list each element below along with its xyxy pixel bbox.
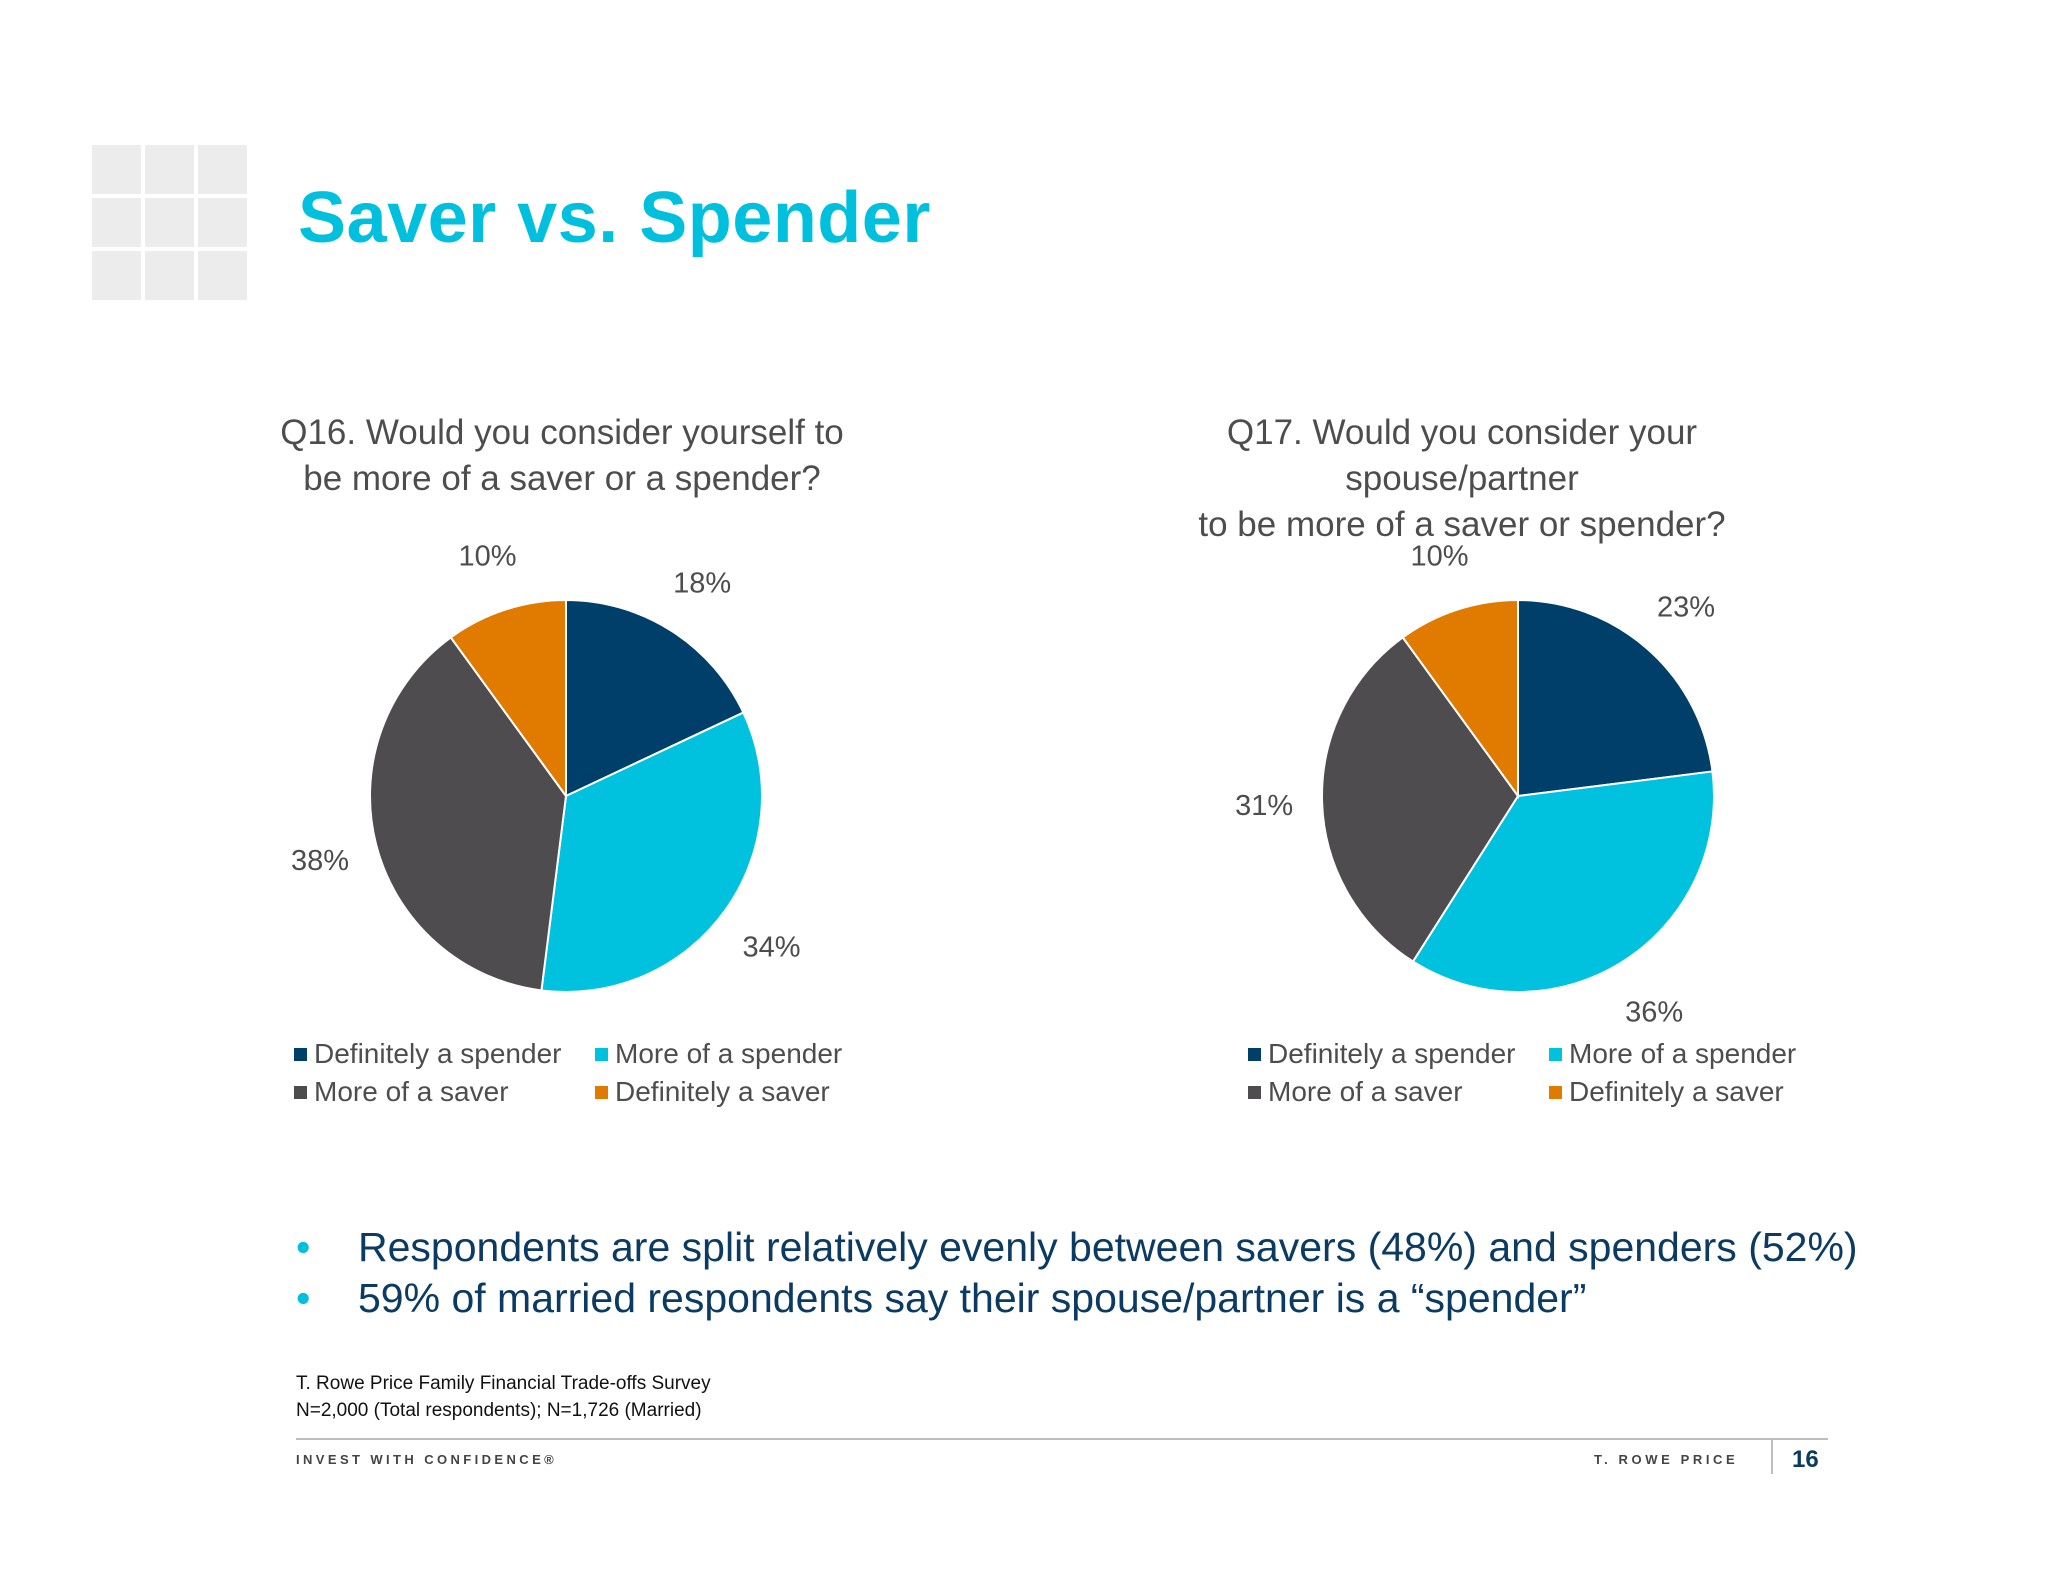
legend-item: Definitely a spender (294, 1038, 595, 1070)
data-label: 31% (1235, 790, 1293, 822)
legend-swatch (1549, 1085, 1562, 1099)
footer-vertical-divider (1771, 1440, 1773, 1474)
data-label: 18% (673, 568, 731, 600)
legend-swatch (1248, 1047, 1261, 1061)
legend-label: Definitely a spender (1268, 1038, 1516, 1069)
bullet-item: • 59% of married respondents say their s… (296, 1273, 1858, 1324)
pie-slice-more-of-a-saver (369, 636, 568, 992)
data-label: 23% (1657, 591, 1715, 623)
pie-slice-more-of-a-spender (1411, 770, 1715, 993)
legend-label: More of a saver (1268, 1076, 1463, 1107)
pie-slice-definitely-a-saver (1401, 598, 1519, 800)
footer-brand: T. ROWE PRICE (1594, 1452, 1739, 1467)
key-findings-list: • Respondents are split relatively evenl… (296, 1222, 1858, 1324)
source-line: T. Rowe Price Family Financial Trade-off… (296, 1373, 711, 1394)
logo-grid-icon (92, 145, 247, 300)
bullet-text: Respondents are split relatively evenly … (358, 1224, 1858, 1270)
legend-swatch (595, 1085, 608, 1099)
legend-q17: Definitely a spender More of a spender Mor… (1248, 1038, 1809, 1108)
legend-label: More of a spender (1569, 1038, 1797, 1069)
pie-slice-definitely-a-saver (449, 598, 567, 800)
legend-swatch (294, 1085, 307, 1099)
footer-tagline: INVEST WITH CONFIDENCE® (296, 1452, 558, 1467)
footer-divider-line (296, 1438, 1828, 1440)
page-number: 16 (1792, 1446, 1819, 1473)
legend-item: Definitely a saver (595, 1076, 855, 1108)
legend-item: Definitely a spender (1248, 1038, 1549, 1070)
legend-q16: Definitely a spender More of a spender Mor… (294, 1038, 855, 1108)
legend-item: More of a spender (1549, 1038, 1809, 1070)
pie-slice-more-of-a-saver (1321, 636, 1520, 963)
slide-title: Saver vs. Spender (298, 178, 931, 258)
chart-2-title: Q17. Would you consider your spouse/part… (1198, 413, 1726, 544)
legend-item: More of a saver (294, 1076, 595, 1108)
data-label: 10% (1410, 540, 1468, 572)
legend-label: Definitely a spender (314, 1038, 562, 1069)
bullet-dot: • (296, 1275, 311, 1321)
pie-chart-q16: 18% 34% 38% 10% (291, 540, 801, 993)
bullet-dot: • (296, 1224, 311, 1270)
legend-item: Definitely a saver (1549, 1076, 1809, 1108)
pie-chart-q17: 23% 36% 31% 10% (1235, 540, 1715, 1028)
legend-label: More of a saver (314, 1076, 509, 1107)
bullet-text: 59% of married respondents say their spo… (358, 1275, 1587, 1321)
legend-swatch (1248, 1085, 1261, 1099)
legend-item: More of a spender (595, 1038, 855, 1070)
legend-swatch (294, 1047, 307, 1061)
legend-swatch (595, 1047, 608, 1061)
data-label: 34% (742, 931, 800, 963)
legend-label: Definitely a saver (615, 1076, 830, 1107)
pie-slice-definitely-a-spender (1517, 598, 1714, 798)
chart-1-title: Q16. Would you consider yourself to be m… (280, 413, 844, 498)
source-line: N=2,000 (Total respondents); N=1,726 (Ma… (296, 1400, 702, 1421)
data-label: 36% (1625, 996, 1683, 1028)
bullet-item: • Respondents are split relatively evenl… (296, 1222, 1858, 1273)
source-note: T. Rowe Price Family Financial Trade-off… (296, 1370, 711, 1424)
pie-slice-more-of-a-spender (540, 711, 763, 993)
legend-item: More of a saver (1248, 1076, 1549, 1108)
data-label: 10% (458, 540, 516, 572)
pie-slice-definitely-a-spender (565, 598, 745, 798)
data-label: 38% (291, 845, 349, 877)
legend-label: Definitely a saver (1569, 1076, 1784, 1107)
legend-swatch (1549, 1047, 1562, 1061)
legend-label: More of a spender (615, 1038, 843, 1069)
